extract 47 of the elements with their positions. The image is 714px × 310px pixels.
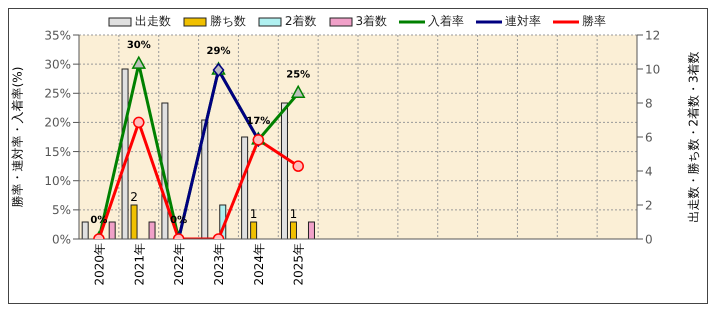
y-tick-label: 0% [52,232,71,246]
x-tick-label: 2023年 [212,243,226,286]
legend-label: 出走数 [134,13,171,30]
bar [130,204,138,239]
data-label: 1 [290,207,298,221]
x-tick-label: 2025年 [292,243,306,286]
data-label: 30% [126,40,151,52]
y-tick-label: 15% [44,144,71,159]
y-axis-title: 勝率・連対率・入着率(%) [10,66,24,208]
bar [108,222,116,239]
y-tick-label: 20% [44,116,71,130]
point [132,56,146,69]
bar [241,136,248,239]
bar [82,222,89,239]
bar [250,222,258,239]
y2-tick-label: 2 [645,198,653,212]
y-tick-label: 30% [44,57,71,72]
x-tick-label: 2020年 [92,243,106,286]
legend-label: 勝率 [582,13,606,30]
point [291,86,305,98]
y-tick-label: 25% [44,86,71,101]
legend-label: 連対率 [505,13,542,30]
bar [290,222,297,239]
bar [280,102,288,239]
data-label: 25% [286,69,310,80]
data-label: 1 [250,207,258,221]
legend-label: 3着数 [356,13,388,30]
y-tick-label: 10% [44,174,71,188]
y2-tick-label: 12 [645,28,660,42]
y2-tick-label: 8 [645,96,653,110]
bar [148,222,156,239]
bar [308,222,315,239]
x-tick-label: 2024年 [252,243,266,286]
x-tick-label: 2021年 [132,243,146,286]
y-tick-label: 5% [52,203,71,218]
data-label: 29% [206,46,230,57]
y2-tick-label: 0 [645,232,653,246]
legend-label: 2着数 [284,13,316,30]
x-tick-label: 2022年 [172,243,186,286]
legend-label: 入着率 [428,13,464,30]
legend-label: 勝ち数 [210,13,246,30]
y2-tick-label: 4 [645,164,653,178]
y2-axis-title: 出走数・勝ち数・2着数・3着数 [686,51,700,223]
y2-tick-label: 10 [645,62,660,76]
y-tick-label: 35% [44,28,71,42]
y2-tick-label: 6 [645,130,653,144]
data-label: 2 [130,190,138,204]
